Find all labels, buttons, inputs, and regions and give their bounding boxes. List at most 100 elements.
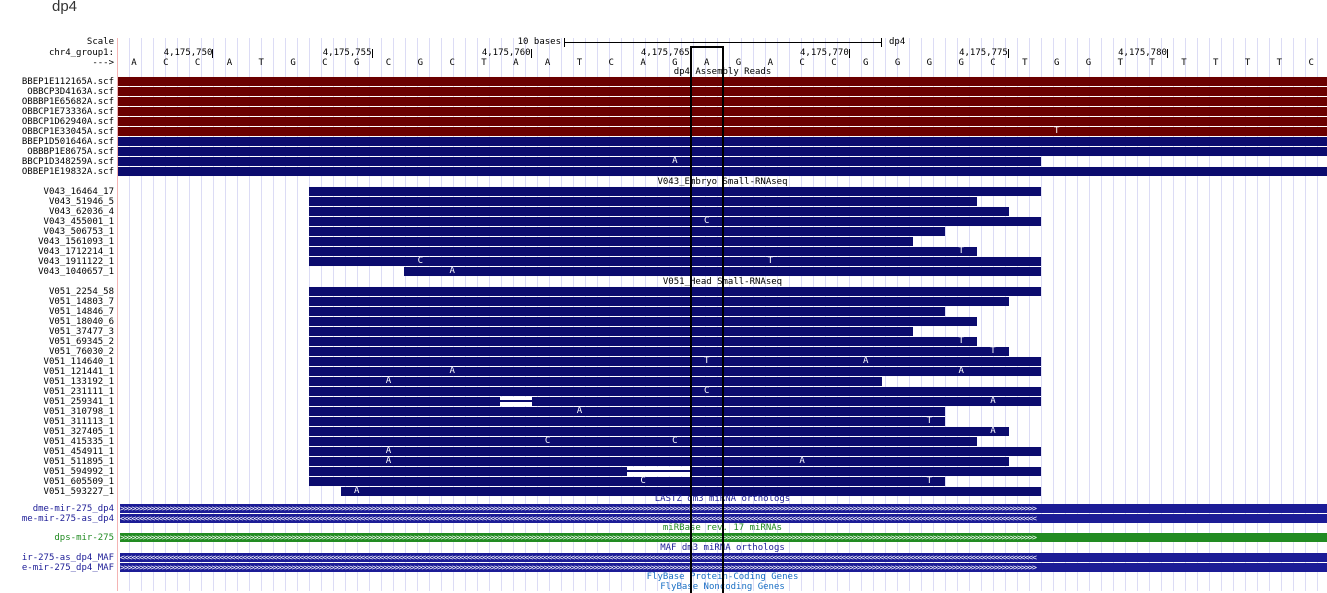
- feature-bar[interactable]: >>>>>>>>>>>>>>>>>>>>>>>>>>>>>>>>>>>>>>>>…: [120, 504, 1327, 513]
- read-label[interactable]: V051_69345_2: [48, 337, 114, 347]
- read-bar[interactable]: [118, 117, 1327, 126]
- read-bar[interactable]: [308, 207, 1009, 216]
- read-label[interactable]: OBBCP3D4163A.scf: [27, 87, 114, 97]
- read-label[interactable]: V051_231111_1: [43, 387, 114, 397]
- feature-label[interactable]: dps-mir-275: [54, 533, 114, 543]
- read-label[interactable]: V051_593227_1: [43, 487, 114, 497]
- read-bar[interactable]: [118, 147, 1327, 156]
- base-letter: A: [226, 58, 233, 68]
- read-label[interactable]: V051_259341_1: [43, 397, 114, 407]
- feature-label[interactable]: me-mir-275-as_dp4: [21, 514, 114, 524]
- read-bar[interactable]: [308, 387, 1041, 396]
- feature-label[interactable]: e-mir-275_dp4_MAF: [21, 563, 114, 573]
- track-title-v043[interactable]: V043_Embryo Small-RNAseq: [657, 177, 788, 187]
- read-label[interactable]: V051_415335_1: [43, 437, 114, 447]
- read-bar[interactable]: [308, 357, 1041, 366]
- read-label[interactable]: V043_1712214_1: [38, 247, 114, 257]
- strand-label[interactable]: --->: [92, 58, 114, 68]
- read-bar[interactable]: [308, 397, 1041, 406]
- read-label[interactable]: V043_1040657_1: [38, 267, 114, 277]
- chrom-label[interactable]: chr4_group1:: [48, 48, 114, 58]
- read-label[interactable]: V043_506753_1: [43, 227, 114, 237]
- track-title-v051[interactable]: V051_Head Small-RNAseq: [662, 277, 783, 287]
- read-bar[interactable]: [308, 327, 914, 336]
- mismatch-base: C: [672, 436, 678, 446]
- read-bar[interactable]: [308, 457, 1009, 466]
- read-bar[interactable]: [118, 127, 1327, 136]
- read-bar[interactable]: [308, 197, 978, 206]
- track-title-lastz[interactable]: LASTZ dm3 miRNA orthologs: [654, 494, 791, 504]
- read-label[interactable]: OBBEP1E19832A.scf: [21, 167, 114, 177]
- read-bar[interactable]: [118, 157, 1041, 166]
- track-title-assembly[interactable]: dp4 Assembly Reads: [673, 67, 772, 77]
- read-bar[interactable]: [308, 217, 1041, 226]
- read-bar[interactable]: [308, 247, 978, 256]
- read-bar[interactable]: [308, 407, 946, 416]
- read-label[interactable]: V051_454911_1: [43, 447, 114, 457]
- read-label[interactable]: V051_311113_1: [43, 417, 114, 427]
- read-label[interactable]: BBEP1E112165A.scf: [21, 77, 114, 87]
- track-title-flybase_protein[interactable]: FlyBase Protein-Coding Genes: [646, 572, 799, 582]
- read-label[interactable]: V043_1911122_1: [38, 257, 114, 267]
- feature-label[interactable]: ir-275-as_dp4_MAF: [21, 553, 114, 563]
- read-label[interactable]: BBEP1D501646A.scf: [21, 137, 114, 147]
- read-label[interactable]: V051_114640_1: [43, 357, 114, 367]
- base-letter: A: [703, 58, 710, 68]
- read-bar[interactable]: [308, 297, 1009, 306]
- read-bar[interactable]: [404, 267, 1041, 276]
- read-label[interactable]: V051_310798_1: [43, 407, 114, 417]
- read-label[interactable]: BBCP1D348259A.scf: [21, 157, 114, 167]
- read-bar[interactable]: [308, 347, 1009, 356]
- read-bar[interactable]: [308, 447, 1041, 456]
- read-label[interactable]: V051_511895_1: [43, 457, 114, 467]
- read-bar[interactable]: [118, 167, 1327, 176]
- read-bar[interactable]: [308, 417, 946, 426]
- read-label[interactable]: V051_18040_6: [48, 317, 114, 327]
- read-bar[interactable]: [308, 227, 946, 236]
- read-bar[interactable]: [308, 287, 1041, 296]
- read-label[interactable]: V051_327405_1: [43, 427, 114, 437]
- read-bar[interactable]: [308, 477, 946, 486]
- read-label[interactable]: V051_133192_1: [43, 377, 114, 387]
- read-label[interactable]: V051_37477_3: [48, 327, 114, 337]
- read-bar[interactable]: [308, 317, 978, 326]
- read-bar[interactable]: [308, 187, 1041, 196]
- read-label[interactable]: V043_455001_1: [43, 217, 114, 227]
- read-label[interactable]: V051_14803_7: [48, 297, 114, 307]
- read-label[interactable]: OBBBP1E65682A.scf: [21, 97, 114, 107]
- read-label[interactable]: V043_16464_17: [43, 187, 114, 197]
- read-label[interactable]: V051_14846_7: [48, 307, 114, 317]
- track-title-mirbase[interactable]: miRBase rev. 17 miRNAs: [662, 523, 783, 533]
- read-bar[interactable]: [308, 437, 978, 446]
- read-label[interactable]: V051_594992_1: [43, 467, 114, 477]
- feature-bar[interactable]: >>>>>>>>>>>>>>>>>>>>>>>>>>>>>>>>>>>>>>>>…: [120, 533, 1327, 542]
- read-bar[interactable]: [118, 97, 1327, 106]
- read-bar[interactable]: [118, 107, 1327, 116]
- read-label[interactable]: V051_121441_1: [43, 367, 114, 377]
- feature-bar[interactable]: >>>>>>>>>>>>>>>>>>>>>>>>>>>>>>>>>>>>>>>>…: [120, 563, 1327, 572]
- read-label[interactable]: V051_605509_1: [43, 477, 114, 487]
- read-bar[interactable]: [308, 237, 914, 246]
- read-label[interactable]: V043_51946_5: [48, 197, 114, 207]
- read-bar[interactable]: [308, 427, 1009, 436]
- read-bar[interactable]: [308, 307, 946, 316]
- track-title-maf[interactable]: MAF dm3 miRNA orthologs: [660, 543, 785, 553]
- read-bar[interactable]: [308, 377, 882, 386]
- read-label[interactable]: V043_62036_4: [48, 207, 114, 217]
- read-label[interactable]: V051_76030_2: [48, 347, 114, 357]
- read-bar[interactable]: [118, 137, 1327, 146]
- feature-bar[interactable]: <<<<<<<<<<<<<<<<<<<<<<<<<<<<<<<<<<<<<<<<…: [120, 553, 1327, 562]
- feature-label[interactable]: dme-mir-275_dp4: [32, 504, 114, 514]
- read-bar[interactable]: [118, 77, 1327, 86]
- read-label[interactable]: OBBBP1E8675A.scf: [27, 147, 114, 157]
- read-bar[interactable]: [308, 337, 978, 346]
- read-bar[interactable]: [118, 87, 1327, 96]
- read-label[interactable]: V051_2254_58: [48, 287, 114, 297]
- read-label[interactable]: V043_1561093_1: [38, 237, 114, 247]
- read-label[interactable]: OBBCP1D62940A.scf: [21, 117, 114, 127]
- read-bar[interactable]: [308, 367, 1041, 376]
- read-label[interactable]: OBBCP1E33045A.scf: [21, 127, 114, 137]
- read-bar[interactable]: [308, 257, 1041, 266]
- feature-bar[interactable]: <<<<<<<<<<<<<<<<<<<<<<<<<<<<<<<<<<<<<<<<…: [120, 514, 1327, 523]
- read-label[interactable]: OBBCP1E73336A.scf: [21, 107, 114, 117]
